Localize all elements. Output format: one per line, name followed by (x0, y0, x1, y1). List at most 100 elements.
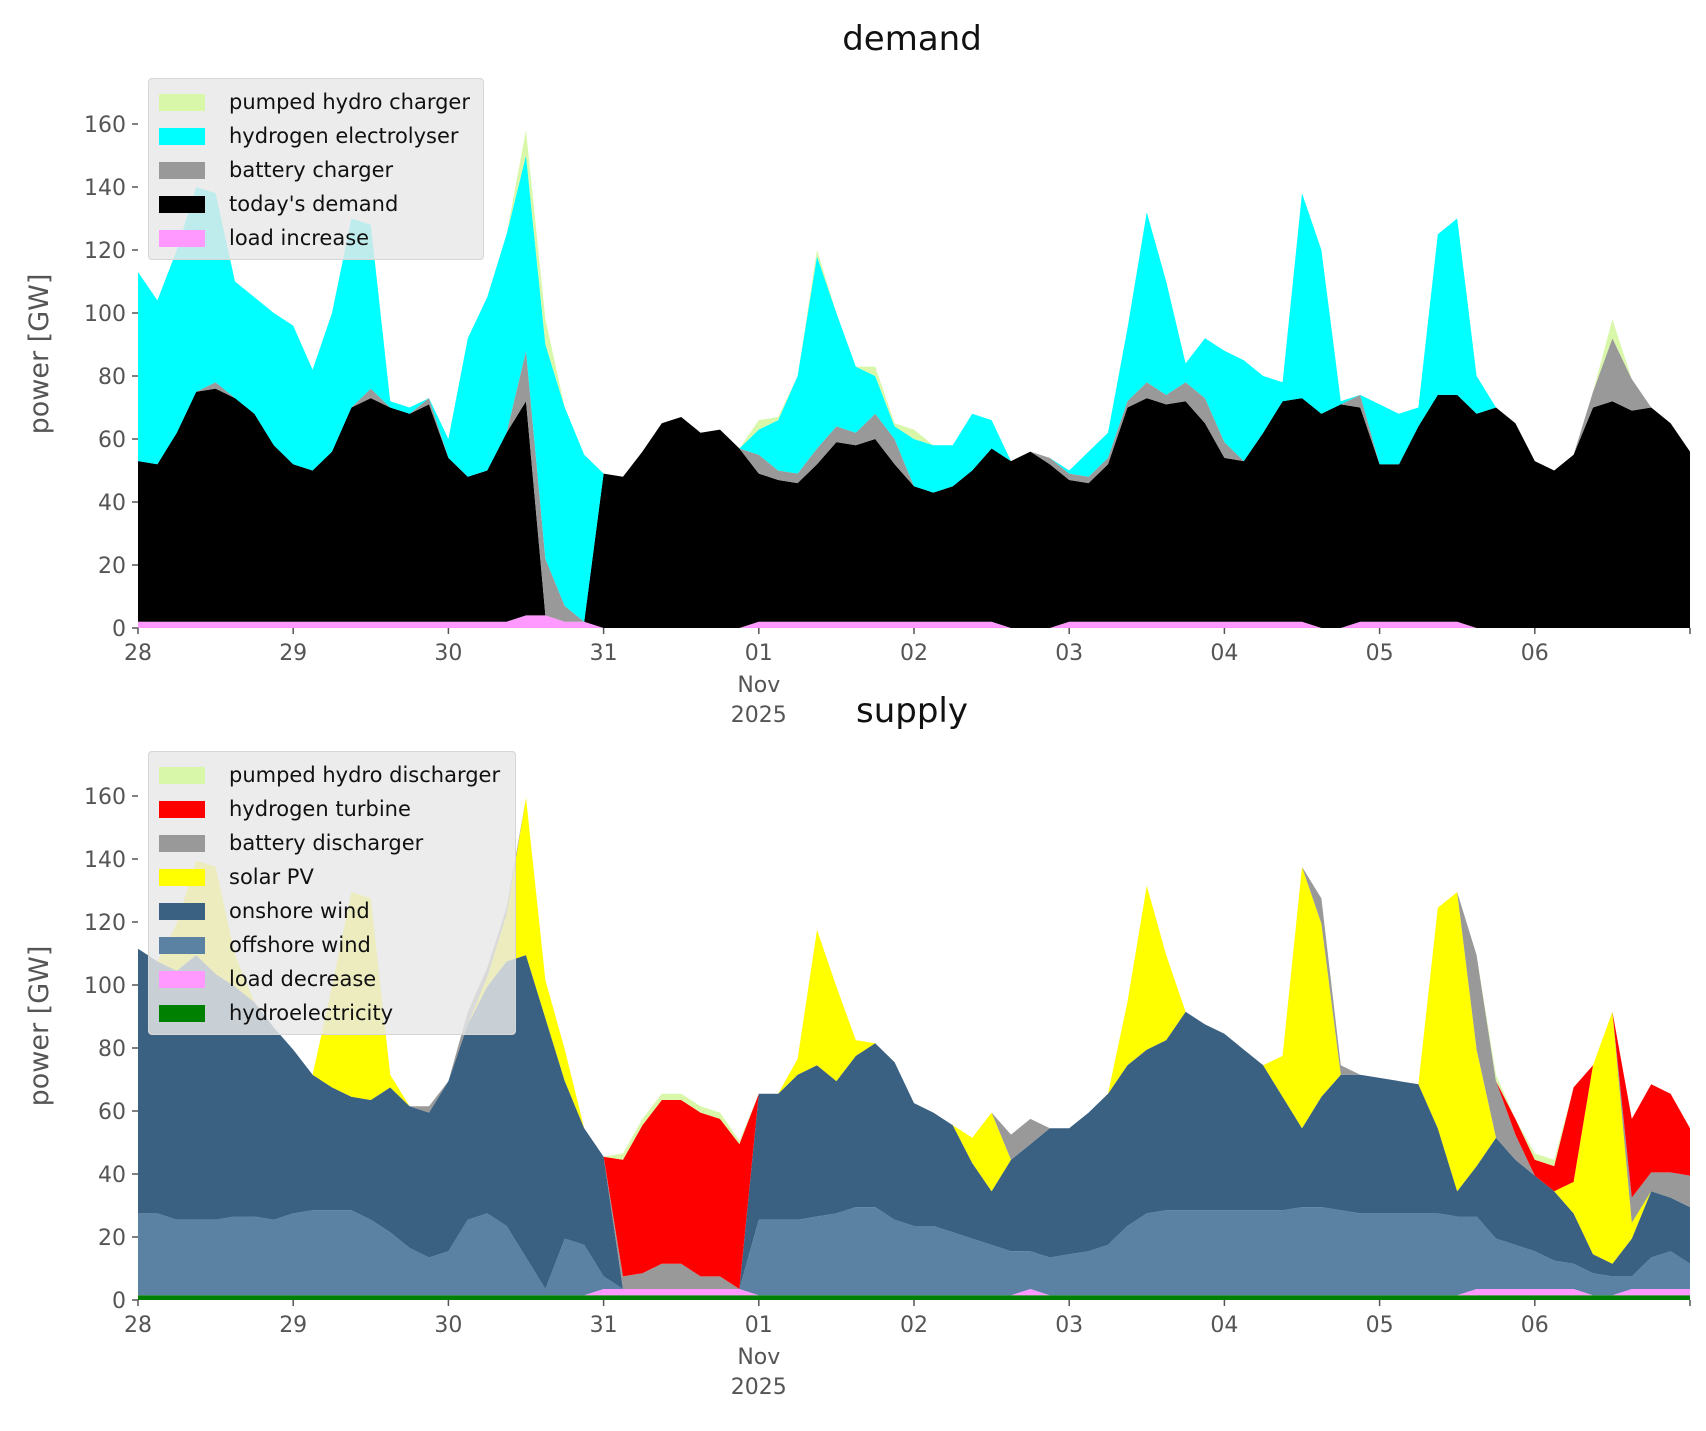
x-tick-label: 31 (590, 641, 618, 666)
x-tick-label: 04 (1210, 641, 1238, 666)
supply-panel: supply power [GW] 0204060801001201401602… (24, 691, 1691, 1400)
legend-label: pumped hydro discharger (229, 763, 501, 787)
demand-title: demand (842, 19, 982, 59)
demand-panel: demand power [GW] 0204060801001201401602… (24, 19, 1691, 728)
y-tick-label: 100 (84, 302, 126, 327)
legend-swatch (159, 127, 205, 145)
x-tick-label: 28 (124, 641, 152, 666)
x-tick-label: 04 (1210, 1313, 1238, 1338)
legend-item-load-decrease: load decrease (159, 962, 505, 996)
legend-label: battery charger (229, 158, 394, 182)
y-tick-label: 60 (98, 428, 126, 453)
legend-item-hydrogen-turbine: hydrogen turbine (159, 792, 505, 826)
y-tick-label: 40 (98, 1163, 126, 1188)
area-hydroelectricity (138, 1295, 1690, 1300)
area-today-s-demand (138, 388, 1690, 628)
legend-item-hydrogen-electrolyser: hydrogen electrolyser (159, 119, 473, 153)
x-month-label: Nov (737, 1345, 780, 1370)
x-tick-label: 01 (745, 1313, 773, 1338)
supply-axes: 0 20 40 60 80 100 120 140 160 28 29 30 31 01 Nov 2025 02… (84, 785, 1691, 1400)
legend-label: today's demand (229, 192, 399, 216)
supply-title: supply (856, 691, 968, 731)
legend-label: load increase (229, 226, 370, 250)
demand-axes: 0 20 40 60 80 100 120 140 160 28 29 30 31 01 Nov 2025 02… (84, 113, 1691, 728)
legend-item-battery-discharger: battery discharger (159, 826, 505, 860)
x-tick-label: 02 (900, 641, 928, 666)
x-tick-label: 30 (434, 1313, 462, 1338)
x-tick-label: 06 (1521, 1313, 1549, 1338)
x-tick-label: 30 (434, 641, 462, 666)
area-offshore-wind (138, 1207, 1690, 1296)
area-onshore-wind (138, 948, 1690, 1289)
x-tick-label: 28 (124, 1313, 152, 1338)
legend-swatch (159, 766, 205, 784)
legend-item-battery-charger: battery charger (159, 153, 473, 187)
x-tick-label: 31 (590, 1313, 618, 1338)
demand-areas (138, 130, 1690, 628)
y-tick-label: 60 (98, 1100, 126, 1125)
legend-swatch (159, 229, 205, 247)
legend-label: solar PV (229, 865, 314, 889)
legend-item-today-s-demand: today's demand (159, 187, 473, 221)
demand-legend: pumped hydro charger hydrogen electrolyse… (148, 78, 484, 260)
legend-swatch (159, 970, 205, 988)
y-tick-label: 120 (84, 239, 126, 264)
y-tick-label: 0 (112, 1289, 126, 1314)
supply-areas (138, 797, 1690, 1300)
x-tick-label: 03 (1055, 641, 1083, 666)
x-year-label: 2025 (731, 1375, 787, 1400)
legend-swatch (159, 161, 205, 179)
legend-label: offshore wind (229, 933, 371, 957)
y-tick-label: 140 (84, 176, 126, 201)
legend-label: hydrogen turbine (229, 797, 411, 821)
area-hydrogen-electrolyser (138, 155, 1690, 622)
y-tick-label: 100 (84, 974, 126, 999)
legend-label: battery discharger (229, 831, 424, 855)
x-tick-label: 29 (279, 1313, 307, 1338)
x-tick-label: 05 (1366, 641, 1394, 666)
legend-swatch (159, 800, 205, 818)
legend-item-onshore-wind: onshore wind (159, 894, 505, 928)
y-tick-label: 20 (98, 554, 126, 579)
legend-label: load decrease (229, 967, 377, 991)
legend-label: pumped hydro charger (229, 90, 470, 114)
y-tick-label: 0 (112, 617, 126, 642)
y-tick-label: 20 (98, 1226, 126, 1251)
legend-item-pumped-hydro-discharger: pumped hydro discharger (159, 758, 505, 792)
x-tick-label: 02 (900, 1313, 928, 1338)
legend-swatch (159, 1004, 205, 1022)
area-load-decrease (138, 1289, 1690, 1296)
legend-swatch (159, 834, 205, 852)
legend-swatch (159, 868, 205, 886)
x-tick-label: 05 (1366, 1313, 1394, 1338)
legend-swatch (159, 936, 205, 954)
x-tick-label: 06 (1521, 641, 1549, 666)
x-month-label: Nov (737, 673, 780, 698)
legend-swatch (159, 902, 205, 920)
x-tick-label: 01 (745, 641, 773, 666)
y-tick-label: 120 (84, 911, 126, 936)
supply-y-axis-label: power [GW] (24, 946, 55, 1107)
legend-item-load-increase: load increase (159, 221, 473, 255)
y-tick-label: 80 (98, 1037, 126, 1062)
x-year-label: 2025 (731, 703, 787, 728)
legend-item-solar-pv: solar PV (159, 860, 505, 894)
legend-swatch (159, 195, 205, 213)
x-tick-label: 29 (279, 641, 307, 666)
legend-item-pumped-hydro-charger: pumped hydro charger (159, 85, 473, 119)
y-tick-label: 80 (98, 365, 126, 390)
y-tick-label: 140 (84, 848, 126, 873)
legend-label: hydrogen electrolyser (229, 124, 459, 148)
supply-legend: pumped hydro discharger hydrogen turbine b… (148, 751, 516, 1035)
legend-item-hydroelectricity: hydroelectricity (159, 996, 505, 1030)
y-tick-label: 160 (84, 785, 126, 810)
legend-swatch (159, 93, 205, 111)
y-tick-label: 160 (84, 113, 126, 138)
x-tick-label: 03 (1055, 1313, 1083, 1338)
legend-label: hydroelectricity (229, 1001, 394, 1025)
legend-label: onshore wind (229, 899, 370, 923)
demand-y-axis-label: power [GW] (24, 274, 55, 435)
legend-item-offshore-wind: offshore wind (159, 928, 505, 962)
area-solar-pv (138, 797, 1690, 1289)
